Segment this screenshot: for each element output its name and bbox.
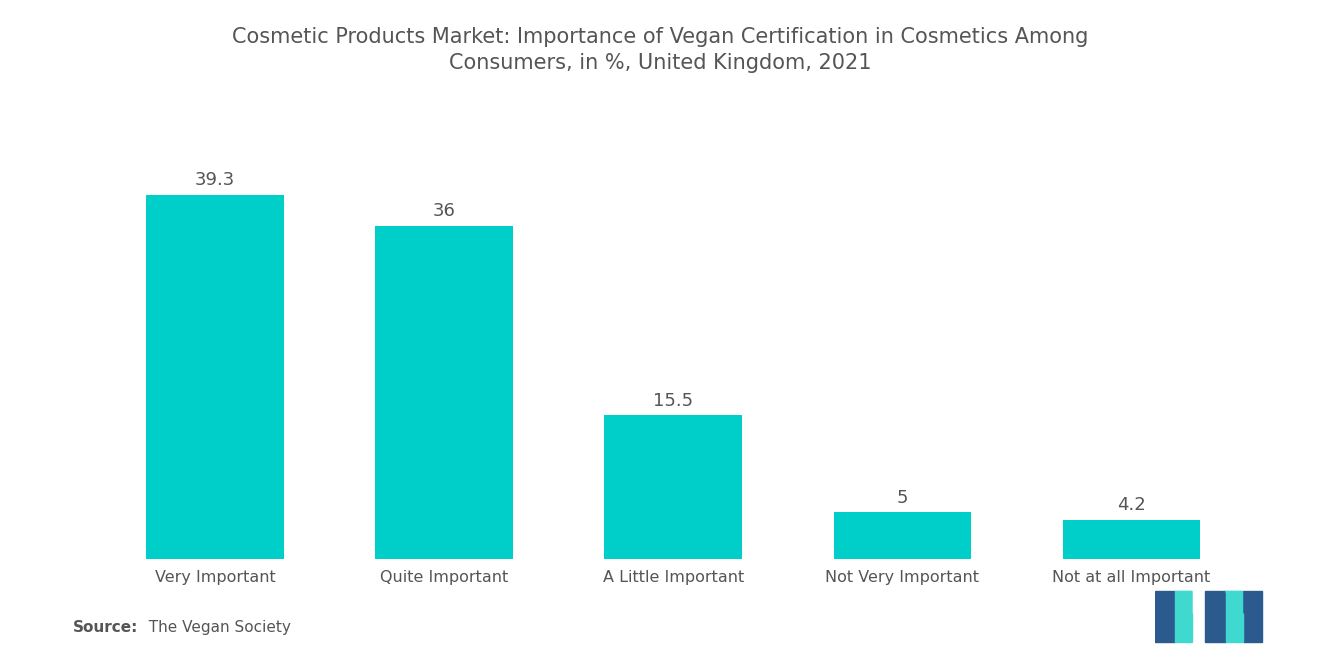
- Text: Cosmetic Products Market: Importance of Vegan Certification in Cosmetics Among
C: Cosmetic Products Market: Importance of …: [232, 27, 1088, 73]
- Text: 4.2: 4.2: [1117, 496, 1146, 514]
- Bar: [147, 195, 284, 559]
- Polygon shape: [1155, 591, 1175, 642]
- Text: The Vegan Society: The Vegan Society: [139, 620, 290, 635]
- Bar: [1063, 520, 1200, 559]
- Text: 5: 5: [896, 489, 908, 507]
- Text: 15.5: 15.5: [653, 392, 693, 410]
- Polygon shape: [1175, 591, 1192, 614]
- Bar: [605, 415, 742, 559]
- Bar: [375, 225, 512, 559]
- Polygon shape: [1226, 591, 1242, 614]
- Text: 36: 36: [433, 202, 455, 220]
- Polygon shape: [1205, 591, 1226, 642]
- Polygon shape: [1175, 591, 1192, 642]
- Text: Source:: Source:: [73, 620, 139, 635]
- Text: 39.3: 39.3: [195, 172, 235, 190]
- Polygon shape: [1226, 591, 1242, 642]
- Bar: [834, 512, 972, 559]
- Polygon shape: [1242, 591, 1262, 642]
